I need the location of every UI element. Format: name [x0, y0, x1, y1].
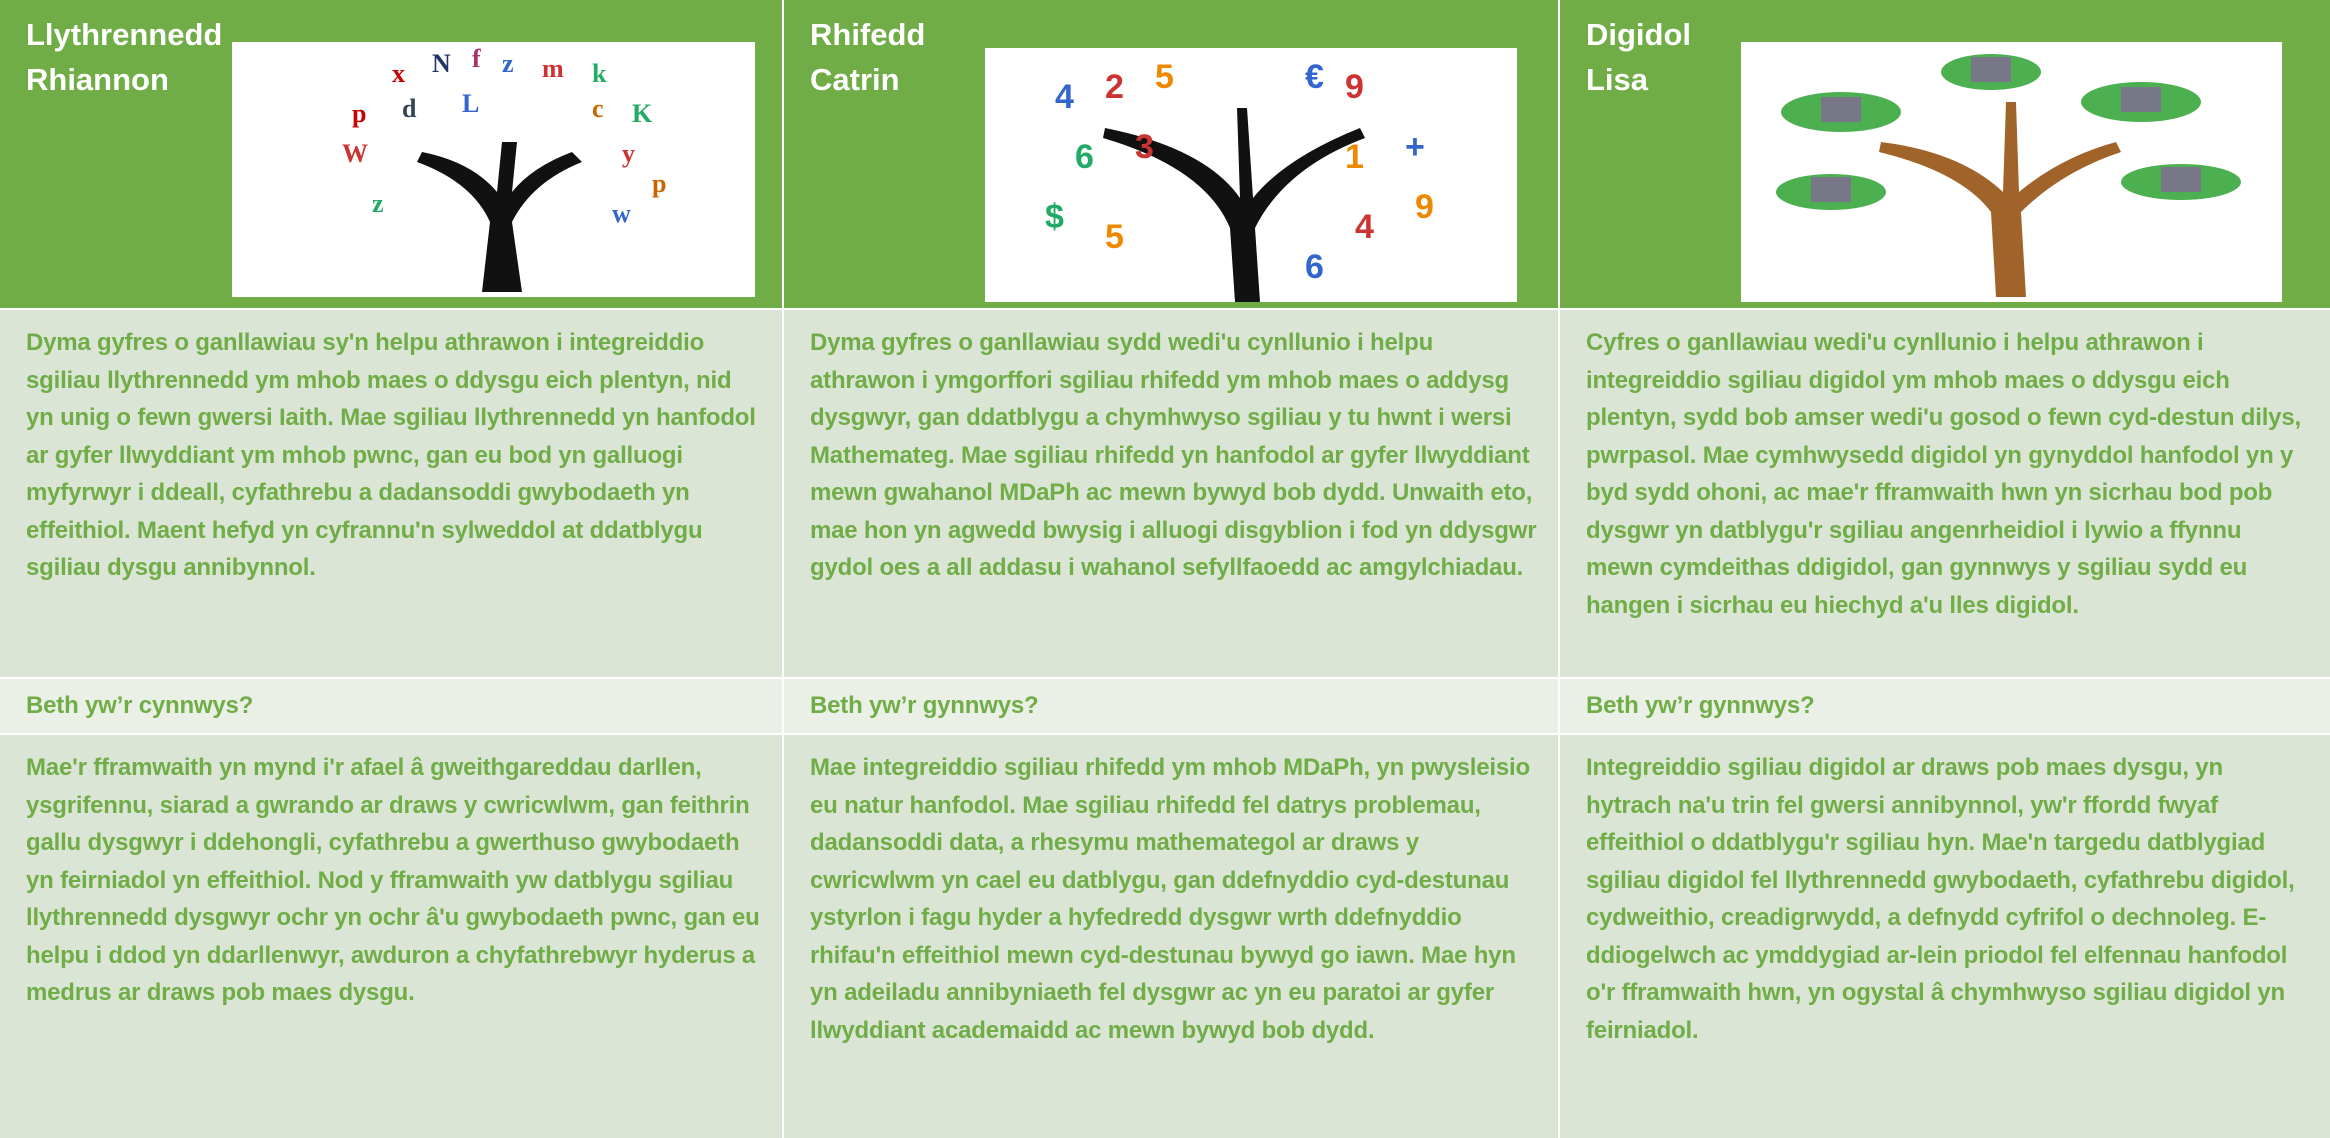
question-cell: Beth yw’r gynnwys?	[784, 679, 1558, 733]
svg-text:6: 6	[1075, 138, 1094, 176]
question: Beth yw’r cynnwys?	[26, 692, 254, 719]
svg-text:L: L	[462, 89, 479, 118]
svg-text:f: f	[472, 44, 481, 73]
svg-text:K: K	[632, 99, 653, 128]
question-cell: Beth yw’r cynnwys?	[0, 679, 782, 733]
content: Integreiddio sgiliau digidol ar draws po…	[1586, 754, 2295, 1044]
content-cell: Integreiddio sgiliau digidol ar draws po…	[1560, 735, 2330, 1138]
svg-text:9: 9	[1345, 68, 1364, 106]
content: Mae'r fframwaith yn mynd i'r afael â gwe…	[26, 754, 760, 1006]
question: Beth yw’r gynnwys?	[1586, 692, 1815, 719]
svg-text:6: 6	[1305, 248, 1324, 286]
svg-text:$: $	[1045, 198, 1064, 236]
tree-numbers-image: 4 2 5 €9 6 3 1 + $5 496	[985, 48, 1517, 302]
description-cell: Cyfres o ganllawiau wedi'u cynllunio i h…	[1560, 310, 2330, 677]
svg-text:W: W	[342, 139, 368, 168]
svg-text:w: w	[612, 199, 631, 228]
svg-text:k: k	[592, 59, 607, 88]
description-cell: Dyma gyfres o ganllawiau sydd wedi'u cyn…	[784, 310, 1558, 677]
svg-text:d: d	[402, 94, 417, 123]
svg-text:c: c	[592, 94, 604, 123]
question-cell: Beth yw’r gynnwys?	[1560, 679, 2330, 733]
svg-text:9: 9	[1415, 188, 1434, 226]
svg-text:3: 3	[1135, 128, 1154, 166]
column-title: Digidol	[1586, 17, 1692, 52]
tree-computers-image	[1741, 42, 2282, 302]
description: Cyfres o ganllawiau wedi'u cynllunio i h…	[1586, 329, 2301, 619]
svg-text:p: p	[352, 99, 366, 128]
column-author: Rhiannon	[26, 62, 169, 97]
svg-text:p: p	[652, 169, 666, 198]
svg-text:z: z	[372, 189, 384, 218]
svg-text:2: 2	[1105, 68, 1124, 106]
svg-text:y: y	[622, 139, 635, 168]
content-cell: Mae'r fframwaith yn mynd i'r afael â gwe…	[0, 735, 782, 1138]
column-title: Llythrennedd	[26, 17, 223, 52]
svg-text:N: N	[432, 49, 451, 78]
column-author: Catrin	[810, 62, 900, 97]
svg-text:€: €	[1305, 58, 1324, 96]
svg-text:x: x	[392, 59, 405, 88]
description: Dyma gyfres o ganllawiau sydd wedi'u cyn…	[810, 329, 1537, 581]
question: Beth yw’r gynnwys?	[810, 692, 1039, 719]
content-cell: Mae integreiddio sgiliau rhifedd ym mhob…	[784, 735, 1558, 1138]
column-title: Rhifedd	[810, 17, 926, 52]
svg-text:+: +	[1405, 128, 1425, 166]
svg-text:1: 1	[1345, 138, 1364, 176]
svg-text:4: 4	[1055, 78, 1074, 116]
description-cell: Dyma gyfres o ganllawiau sy'n helpu athr…	[0, 310, 782, 677]
column-author: Lisa	[1586, 62, 1649, 97]
svg-text:4: 4	[1355, 208, 1374, 246]
svg-text:5: 5	[1105, 218, 1124, 256]
content: Mae integreiddio sgiliau rhifedd ym mhob…	[810, 754, 1530, 1044]
svg-text:m: m	[542, 54, 564, 83]
svg-text:5: 5	[1155, 58, 1174, 96]
svg-text:z: z	[502, 49, 514, 78]
description: Dyma gyfres o ganllawiau sy'n helpu athr…	[26, 329, 756, 581]
